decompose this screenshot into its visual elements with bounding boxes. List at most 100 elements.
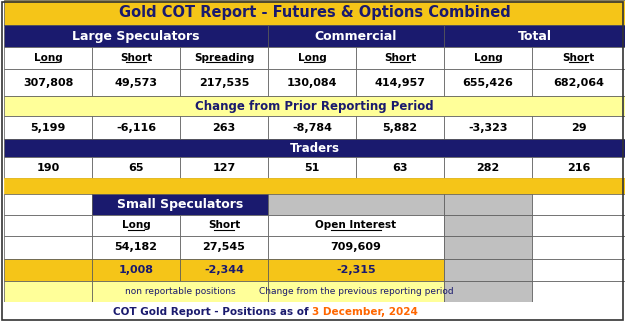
Bar xyxy=(268,236,444,259)
Text: Traders: Traders xyxy=(289,141,339,155)
Bar xyxy=(92,259,180,281)
Bar xyxy=(268,259,444,281)
Bar xyxy=(4,25,268,47)
Text: 127: 127 xyxy=(213,163,236,173)
Bar xyxy=(4,116,92,139)
Bar xyxy=(180,47,268,69)
Bar xyxy=(180,157,268,178)
Bar xyxy=(92,157,180,178)
Text: 217,535: 217,535 xyxy=(199,78,249,88)
Text: 5,882: 5,882 xyxy=(382,122,418,132)
Text: Short: Short xyxy=(562,53,594,63)
Text: 655,426: 655,426 xyxy=(462,78,514,88)
Text: -8,784: -8,784 xyxy=(292,122,332,132)
Bar xyxy=(4,139,625,157)
Bar xyxy=(444,47,532,69)
Bar xyxy=(4,157,92,178)
Text: COT Gold Report - Positions as of: COT Gold Report - Positions as of xyxy=(113,307,312,317)
Text: Total: Total xyxy=(518,30,551,43)
Text: 1,008: 1,008 xyxy=(119,265,154,275)
Bar xyxy=(356,116,444,139)
Bar xyxy=(532,236,625,259)
Text: Small Speculators: Small Speculators xyxy=(117,198,243,211)
Bar xyxy=(4,215,92,236)
Bar xyxy=(532,281,625,302)
Text: non reportable positions: non reportable positions xyxy=(125,287,235,296)
Text: 27,545: 27,545 xyxy=(202,242,246,252)
Text: Long: Long xyxy=(298,53,326,63)
Text: 130,084: 130,084 xyxy=(287,78,338,88)
Text: Change from the previous reporting period: Change from the previous reporting perio… xyxy=(259,287,453,296)
Text: 54,182: 54,182 xyxy=(114,242,158,252)
Bar xyxy=(0,302,625,322)
Bar xyxy=(268,47,356,69)
Bar xyxy=(444,281,532,302)
Bar xyxy=(92,194,268,215)
Text: 51: 51 xyxy=(304,163,320,173)
Text: Short: Short xyxy=(120,53,152,63)
Bar xyxy=(444,116,532,139)
Bar xyxy=(92,116,180,139)
Bar xyxy=(180,259,268,281)
Text: 282: 282 xyxy=(476,163,499,173)
Bar xyxy=(532,47,625,69)
Bar xyxy=(532,194,625,215)
Text: 216: 216 xyxy=(567,163,590,173)
Text: 190: 190 xyxy=(36,163,59,173)
Text: 709,609: 709,609 xyxy=(331,242,381,252)
Bar xyxy=(4,281,92,302)
Text: Gold COT Report - Futures & Options Combined: Gold COT Report - Futures & Options Comb… xyxy=(119,5,511,20)
Bar xyxy=(92,69,180,96)
Text: Change from Prior Reporting Period: Change from Prior Reporting Period xyxy=(195,99,434,112)
Text: 65: 65 xyxy=(128,163,144,173)
Bar xyxy=(268,215,444,236)
Bar xyxy=(92,47,180,69)
Bar xyxy=(180,69,268,96)
Text: Long: Long xyxy=(34,53,62,63)
Bar xyxy=(532,259,625,281)
Text: 3 December, 2024: 3 December, 2024 xyxy=(312,307,418,317)
Bar xyxy=(92,215,180,236)
Bar xyxy=(180,215,268,236)
Text: 29: 29 xyxy=(571,122,586,132)
Bar xyxy=(532,215,625,236)
Text: -6,116: -6,116 xyxy=(116,122,156,132)
Bar xyxy=(356,47,444,69)
Text: -2,315: -2,315 xyxy=(336,265,376,275)
Bar xyxy=(268,157,356,178)
Text: 263: 263 xyxy=(213,122,236,132)
Text: Short: Short xyxy=(384,53,416,63)
Bar xyxy=(92,281,268,302)
Bar xyxy=(356,157,444,178)
Bar xyxy=(180,236,268,259)
Bar xyxy=(4,96,625,116)
Bar xyxy=(4,178,625,194)
Bar xyxy=(532,157,625,178)
Bar xyxy=(4,259,92,281)
Bar xyxy=(268,281,444,302)
Text: Short: Short xyxy=(208,221,240,231)
Text: 307,808: 307,808 xyxy=(23,78,73,88)
Text: 414,957: 414,957 xyxy=(374,78,426,88)
Text: Long: Long xyxy=(474,53,502,63)
Bar xyxy=(4,194,92,215)
Bar xyxy=(444,259,532,281)
Text: -3,323: -3,323 xyxy=(468,122,508,132)
Text: Commercial: Commercial xyxy=(315,30,398,43)
Text: Long: Long xyxy=(122,221,151,231)
Bar xyxy=(4,47,92,69)
Bar xyxy=(4,0,625,25)
Bar xyxy=(444,157,532,178)
Text: 49,573: 49,573 xyxy=(114,78,158,88)
Text: Open Interest: Open Interest xyxy=(316,221,397,231)
Bar xyxy=(4,236,92,259)
Bar xyxy=(444,69,532,96)
Bar xyxy=(268,69,356,96)
Bar xyxy=(180,116,268,139)
Bar xyxy=(532,69,625,96)
Bar xyxy=(268,116,356,139)
Bar xyxy=(444,236,532,259)
Bar xyxy=(444,215,532,236)
Bar xyxy=(356,69,444,96)
Bar xyxy=(268,194,444,215)
